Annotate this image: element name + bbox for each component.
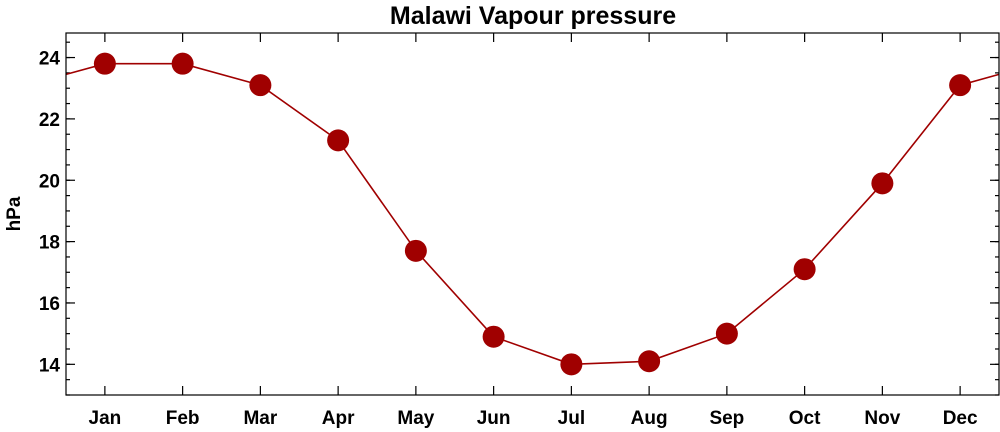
data-point-jan — [93, 52, 116, 75]
data-point-aug — [638, 350, 661, 373]
y-tick-label: 18 — [39, 233, 60, 254]
y-tick-label: 14 — [39, 355, 61, 376]
data-point-nov — [871, 172, 894, 195]
y-axis-label: hPa — [4, 196, 25, 231]
data-point-jul — [560, 353, 583, 376]
x-tick-label: Feb — [166, 408, 200, 429]
plot-frame — [65, 32, 1000, 396]
y-tick-label: 16 — [39, 294, 60, 315]
chart-title: Malawi Vapour pressure — [390, 2, 676, 30]
data-point-apr — [327, 129, 350, 152]
x-tick-label: Oct — [789, 408, 821, 429]
data-point-dec — [949, 74, 972, 97]
series-line — [65, 62, 1000, 366]
y-tick-label: 22 — [39, 110, 60, 131]
axis-tick-labels: 14 16 18 20 22 24 Jan Feb Mar Apr May Jun Jul Aug Sep O… — [39, 49, 978, 429]
data-point-mar — [249, 74, 272, 97]
x-tick-label: May — [397, 408, 434, 429]
x-tick-label: Dec — [943, 408, 978, 429]
data-point-may — [404, 239, 427, 262]
x-tick-label: Nov — [864, 408, 900, 429]
x-tick-label: Mar — [243, 408, 277, 429]
x-tick-label: Apr — [322, 408, 355, 429]
x-tick-label: Aug — [631, 408, 668, 429]
x-tick-label: Jun — [477, 408, 511, 429]
data-point-oct — [793, 258, 816, 281]
data-point-feb — [171, 52, 194, 75]
y-tick-label: 20 — [39, 171, 60, 192]
x-tick-label: Sep — [709, 408, 744, 429]
data-point-sep — [715, 322, 738, 345]
y-tick-label: 24 — [39, 49, 61, 70]
data-point-jun — [482, 325, 505, 348]
series-layer — [65, 52, 1000, 376]
x-tick-label: Jul — [558, 408, 585, 429]
x-tick-label: Jan — [89, 408, 122, 429]
axis-ticks — [66, 33, 999, 396]
